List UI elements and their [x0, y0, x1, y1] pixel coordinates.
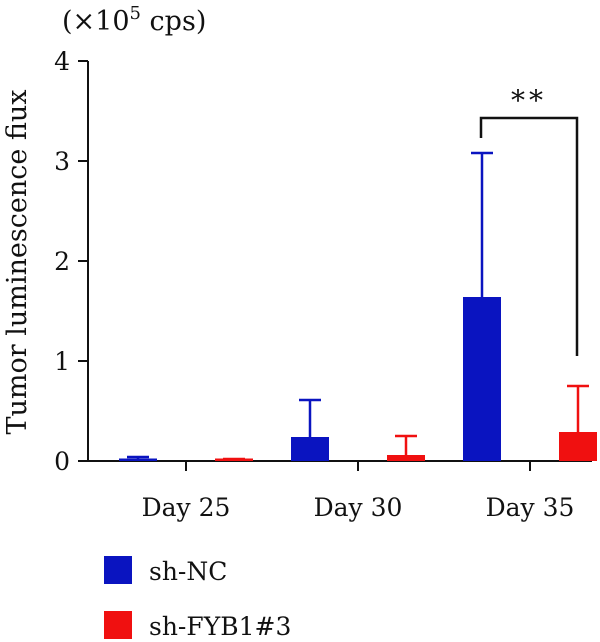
legend: sh-NC sh-FYB1#3	[104, 556, 291, 641]
bar	[387, 455, 425, 461]
legend-label: sh-FYB1#3	[149, 612, 291, 641]
legend-swatch	[104, 556, 132, 584]
y-tick-label: 3	[54, 147, 70, 176]
y-tick-label: 4	[54, 47, 70, 76]
x-tick-label: Day 35	[486, 493, 575, 522]
bar	[463, 297, 501, 461]
x-tick-label: Day 25	[142, 493, 231, 522]
bar	[559, 432, 597, 461]
x-tick-label: Day 30	[314, 493, 403, 522]
y-tick-label: 2	[54, 247, 70, 276]
y-tick-label: 0	[54, 447, 70, 476]
significance-label: **	[511, 84, 547, 117]
y-axis-title: Tumor luminescence fiux	[2, 89, 33, 434]
y-unit-label: (×105 cps)	[62, 3, 206, 37]
legend-swatch	[104, 611, 132, 639]
plot-area: 0 1 2 3 4 Day 25 Day 30 Day 35 **	[54, 47, 597, 522]
significance-bracket	[479, 116, 579, 356]
bar	[291, 437, 329, 461]
legend-label: sh-NC	[149, 557, 227, 586]
bar	[119, 458, 157, 461]
y-tick-label: 1	[54, 347, 70, 376]
